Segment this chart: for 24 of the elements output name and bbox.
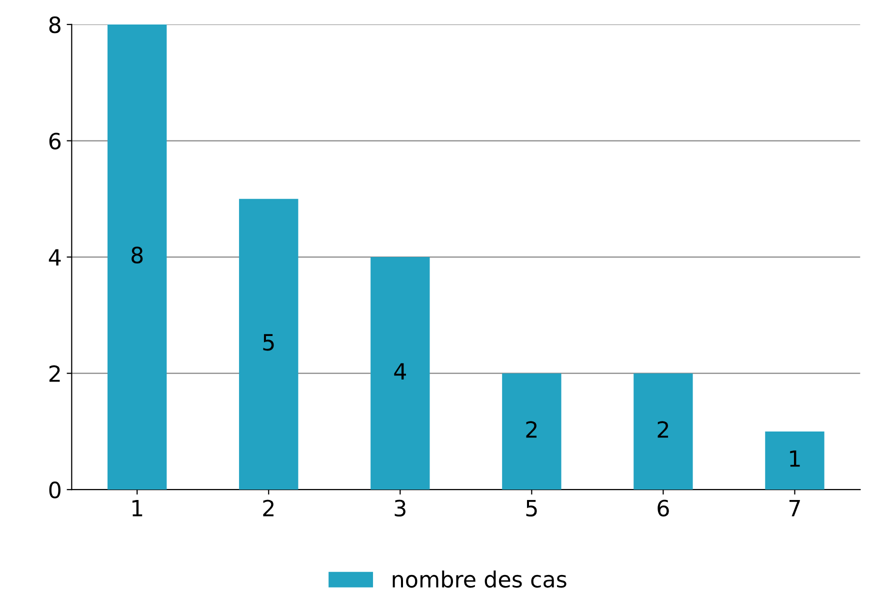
y-tick-label: 6 xyxy=(49,132,61,150)
x-tick-label: 1 xyxy=(132,500,142,516)
y-tick-label: 2 xyxy=(49,365,60,382)
bar xyxy=(765,431,824,490)
y-tick-label: 0 xyxy=(49,482,60,498)
bar xyxy=(502,373,562,490)
y-tick-label: 8 xyxy=(49,16,60,34)
x-tick-label: 2 xyxy=(263,500,274,516)
data-label: 4 xyxy=(394,363,406,380)
data-label: 8 xyxy=(132,246,143,264)
data-label: 5 xyxy=(263,334,274,351)
x-tick-label: 3 xyxy=(394,500,406,517)
x-tick-label: 6 xyxy=(658,500,669,517)
data-label: 2 xyxy=(658,421,668,438)
y-tick-label: 4 xyxy=(48,249,61,266)
x-tick-label: 7 xyxy=(789,500,800,516)
x-tick-label: 5 xyxy=(526,500,537,517)
bar xyxy=(108,24,167,490)
bar xyxy=(370,257,430,490)
data-label: 2 xyxy=(526,421,537,438)
bar xyxy=(634,373,693,490)
bar xyxy=(239,198,298,490)
data-label: 1 xyxy=(790,450,800,467)
legend-label: nombre des cas xyxy=(392,570,566,588)
